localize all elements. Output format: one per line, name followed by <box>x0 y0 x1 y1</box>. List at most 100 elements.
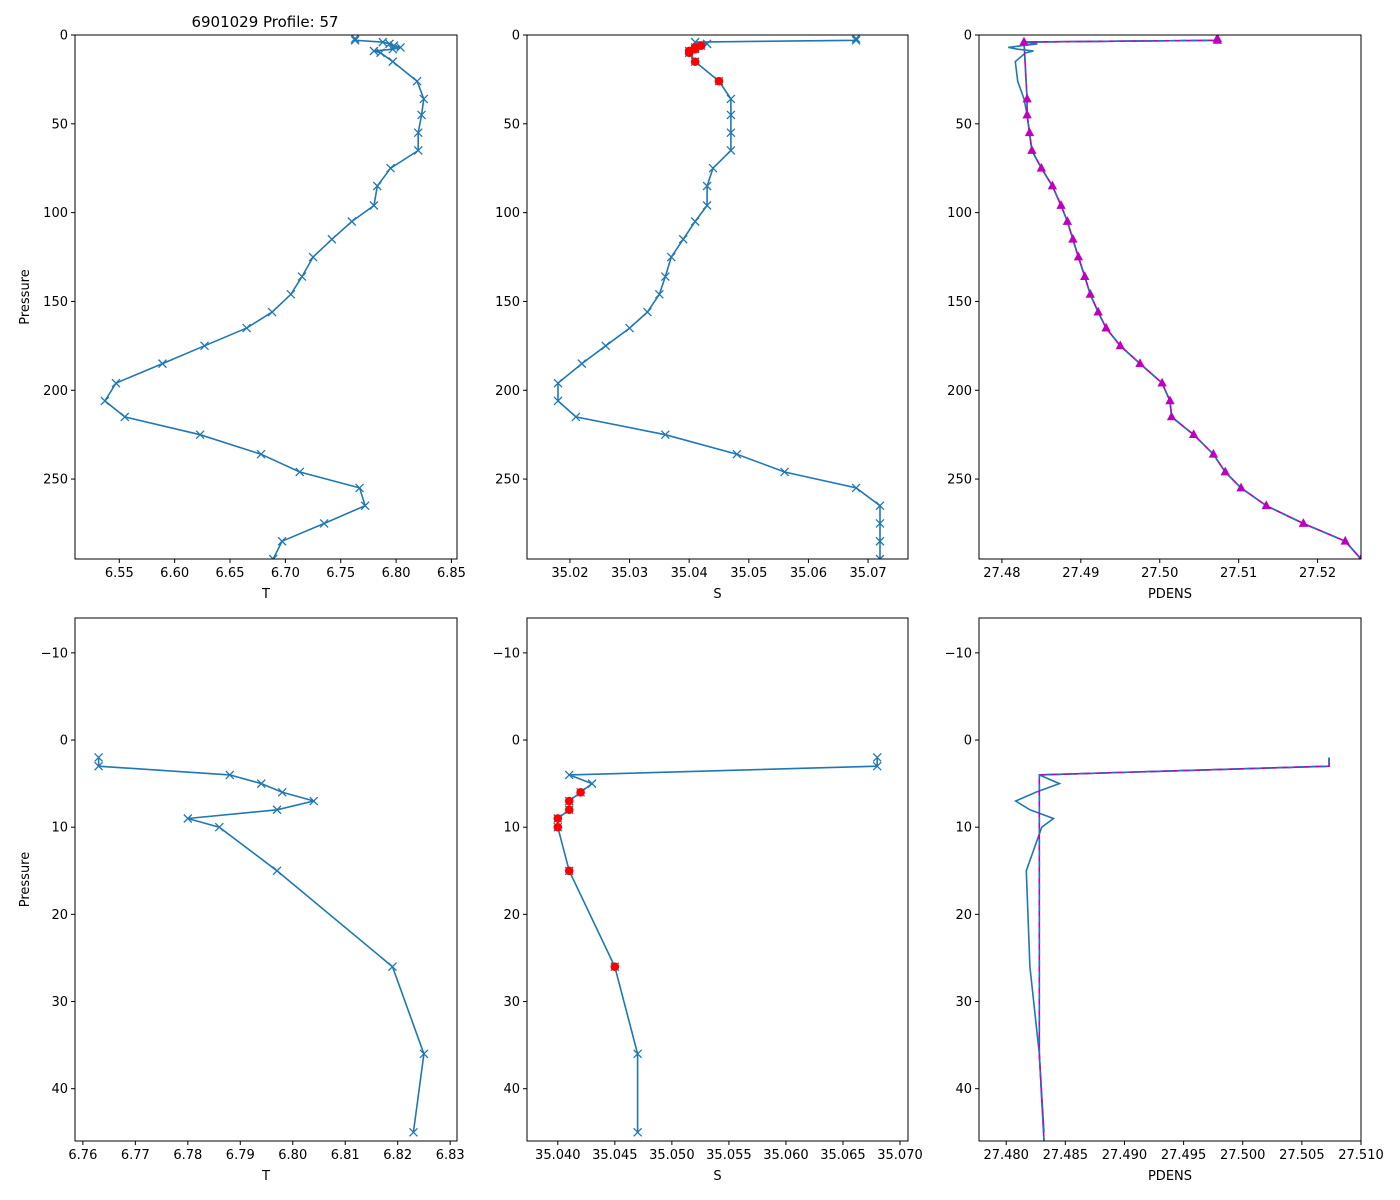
x-tick-label: 35.07 <box>849 566 886 581</box>
data-point-marker <box>360 501 370 511</box>
data-point-marker <box>387 962 397 972</box>
series-line-s <box>557 38 881 559</box>
x-tick-label: 6.60 <box>160 566 189 581</box>
data-point-marker <box>94 753 104 762</box>
y-tick-label: 100 <box>947 206 972 221</box>
x-tick-label: 6.76 <box>68 1148 97 1163</box>
data-point-marker <box>272 866 282 876</box>
x-tick-label: 35.060 <box>763 1148 809 1163</box>
density-point-marker <box>1101 322 1111 332</box>
data-point-marker <box>347 217 357 226</box>
data-point-marker <box>726 94 736 104</box>
data-point-marker <box>268 554 278 559</box>
y-tick-label: 150 <box>947 295 972 310</box>
flagged-point <box>564 866 574 876</box>
data-point-marker <box>272 805 282 815</box>
plot-area <box>1013 757 1330 1141</box>
data-point-marker <box>577 359 587 369</box>
data-point-marker <box>625 323 635 333</box>
data-point-marker <box>571 412 581 422</box>
series-line-t <box>103 38 425 559</box>
data-point-marker <box>633 1127 643 1137</box>
y-tick-label: 50 <box>503 117 520 132</box>
density-point-marker <box>1022 93 1032 103</box>
data-point-marker <box>601 341 611 351</box>
y-tick-label: 0 <box>964 734 972 749</box>
y-tick-label: 40 <box>51 1082 68 1097</box>
data-point-marker <box>327 234 337 244</box>
x-tick-label: 35.03 <box>611 566 648 581</box>
x-tick-label: 35.02 <box>551 566 588 581</box>
data-point-marker <box>875 536 885 546</box>
figure-title: 6901029 Profile: 57 <box>191 13 338 31</box>
x-tick-label: 27.505 <box>1279 1148 1325 1163</box>
x-tick-label: 6.65 <box>216 566 245 581</box>
x-tick-label: 6.85 <box>437 566 466 581</box>
data-point-marker <box>369 46 379 56</box>
x-tick-label: 27.51 <box>1220 566 1257 581</box>
x-tick-label: 6.80 <box>382 566 411 581</box>
data-point-marker <box>660 272 670 282</box>
density-point-marker <box>1036 162 1047 172</box>
x-tick-label: 35.05 <box>730 566 767 581</box>
density-point-marker <box>1027 145 1037 154</box>
x-tick-label: 35.070 <box>877 1148 923 1163</box>
data-point-marker <box>851 35 861 45</box>
data-point-marker <box>277 787 287 797</box>
axes-frame <box>526 617 909 1142</box>
x-tick-label: 35.040 <box>535 1148 581 1163</box>
density-point-marker <box>1166 411 1177 421</box>
data-point-marker <box>120 412 130 422</box>
y-tick-label: 0 <box>60 734 68 749</box>
data-point-marker <box>642 307 652 317</box>
axes-frame <box>978 34 1362 560</box>
y-tick-label: 20 <box>51 908 68 923</box>
data-point-marker <box>413 128 423 138</box>
data-point-marker <box>413 145 423 155</box>
density-point-marker <box>1189 429 1199 439</box>
density-point-marker <box>1236 482 1246 492</box>
data-point-marker <box>372 181 382 191</box>
x-tick-label: 6.70 <box>271 566 300 581</box>
y-tick-label: 50 <box>51 117 68 132</box>
data-point-marker <box>875 519 885 528</box>
data-point-marker <box>875 554 885 559</box>
data-point-marker <box>553 378 563 388</box>
x-tick-label: 27.510 <box>1338 1148 1384 1163</box>
data-point-marker <box>376 48 386 58</box>
y-tick-label: 100 <box>43 206 68 221</box>
density-point-marker <box>1212 35 1223 44</box>
data-point-marker <box>396 42 405 52</box>
panel-3: 27.48 27.49 27.50 27.51 27.52 0 50 100 150 200 250… <box>947 29 1362 602</box>
data-point-marker <box>851 483 861 493</box>
density-point-marker <box>1085 288 1095 298</box>
data-point-marker <box>319 519 329 528</box>
density-point-marker <box>1073 251 1084 261</box>
data-point-marker <box>214 822 224 832</box>
data-point-marker <box>587 779 597 789</box>
data-point-marker <box>378 37 388 47</box>
data-point-marker <box>872 753 882 762</box>
x-tick-label: 27.485 <box>1043 1148 1089 1163</box>
y-tick-label: 20 <box>955 908 972 923</box>
data-point-marker <box>780 467 790 477</box>
flagged-point <box>564 796 574 806</box>
y-tick-label: 200 <box>43 384 68 399</box>
x-tick-label: 27.49 <box>1062 566 1099 581</box>
y-tick-label: 0 <box>512 29 520 44</box>
computed-pdens-dash <box>1038 757 1330 1141</box>
data-point-marker <box>111 378 121 388</box>
density-point-marker <box>1056 200 1066 209</box>
data-point-marker <box>708 163 718 173</box>
plot-area <box>553 35 885 559</box>
x-tick-label: 27.500 <box>1220 1148 1266 1163</box>
density-point-marker <box>1047 180 1058 190</box>
flagged-point <box>576 788 585 797</box>
x-axis-label: T <box>261 587 270 602</box>
data-point-marker <box>726 145 736 155</box>
axes-frame <box>74 617 458 1142</box>
flagged-point <box>553 814 563 823</box>
data-point-marker <box>678 234 688 244</box>
density-point-marker <box>1298 518 1309 527</box>
computed-pdens-line <box>1038 757 1330 1141</box>
